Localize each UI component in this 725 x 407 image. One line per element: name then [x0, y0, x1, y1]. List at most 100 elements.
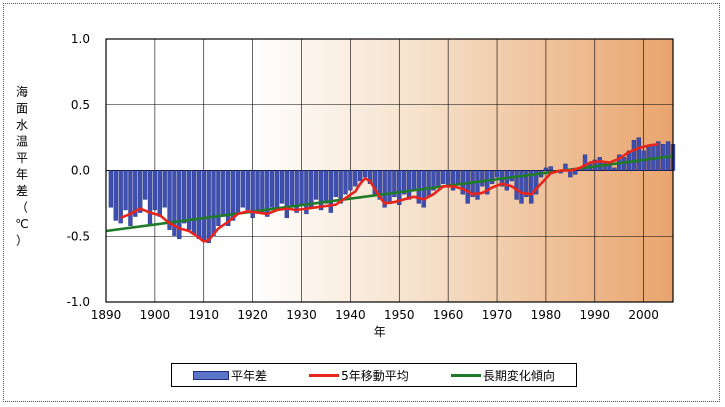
- anomaly-bar: [172, 170, 177, 237]
- anomaly-bar: [314, 170, 319, 200]
- anomaly-bar: [636, 137, 641, 171]
- anomaly-bar: [353, 170, 358, 187]
- anomaly-bar: [118, 170, 123, 224]
- anomaly-bar: [255, 170, 260, 211]
- anomaly-bar: [450, 170, 456, 191]
- chart-frame: 1.0 0.5 0.0 -0.5 -1.0 1890 1900 1910 1920 1930 19…: [3, 3, 720, 402]
- anomaly-bar: [656, 141, 661, 171]
- anomaly-bar: [543, 167, 549, 171]
- anomaly-bar: [333, 170, 338, 197]
- y-axis-title: 海面水温平年差 （ ℃ ）: [15, 84, 28, 248]
- anomaly-bar: [402, 170, 407, 195]
- anomaly-bar: [436, 170, 441, 187]
- x-tick-label: 1900: [140, 308, 171, 322]
- anomaly-bar: [162, 170, 167, 208]
- anomaly-bar: [245, 170, 250, 211]
- anomaly-bar: [504, 170, 509, 191]
- legend-green-line-swatch: [450, 373, 481, 377]
- y-tick-label: -0.5: [67, 229, 90, 243]
- legend-bar-swatch: [193, 370, 230, 380]
- anomaly-bar: [431, 170, 436, 191]
- legend-label-trend: 長期変化傾向: [482, 368, 555, 383]
- anomaly-bar: [612, 167, 617, 171]
- series-lines: [105, 142, 674, 243]
- y-tick-label: 1.0: [71, 32, 90, 46]
- y-axis-title-char: ）: [16, 234, 28, 248]
- anomaly-bar: [128, 170, 133, 226]
- anomaly-bar: [411, 170, 417, 191]
- y-axis-title-char: 平: [16, 151, 28, 165]
- legend-item-bars: 平年差: [193, 367, 267, 384]
- anomaly-bar: [260, 170, 265, 215]
- anomaly-bar: [446, 170, 451, 187]
- anomaly-bar: [475, 170, 480, 200]
- y-tick-label: 0.0: [71, 164, 90, 178]
- anomaly-bar: [113, 170, 118, 221]
- anomaly-bar: [362, 170, 368, 178]
- anomaly-bar: [348, 170, 353, 191]
- anomaly-bar: [382, 170, 387, 208]
- anomaly-bar: [123, 170, 128, 211]
- anomaly-bar: [309, 170, 314, 208]
- moving-average-line: [120, 142, 659, 243]
- anomaly-bar: [177, 170, 182, 240]
- anomaly-bar: [294, 170, 299, 213]
- anomaly-bar: [157, 170, 162, 217]
- y-tick-label: -1.0: [67, 295, 90, 309]
- x-tick-label: 1890: [91, 308, 122, 322]
- y-axis-title-char: （: [16, 201, 28, 215]
- anomaly-bar: [284, 170, 290, 219]
- legend-label-bars: 平年差: [231, 368, 268, 383]
- x-tick-label: 1920: [237, 308, 268, 322]
- anomaly-bar: [201, 170, 206, 242]
- anomaly-bar: [240, 170, 246, 208]
- x-axis-title: 年: [374, 325, 386, 339]
- legend-label-moving-average: 5年移動平均: [341, 368, 409, 383]
- y-axis-title-char: 差: [16, 184, 28, 198]
- x-tick-label: 1960: [433, 308, 464, 322]
- y-axis-title-char: 水: [16, 118, 28, 132]
- anomaly-bar: [343, 170, 348, 195]
- anomaly-bar: [426, 170, 431, 197]
- plot-border: [105, 38, 674, 303]
- anomaly-bar: [480, 170, 485, 187]
- y-axis-title-char: ℃: [15, 217, 28, 231]
- anomaly-bar: [250, 170, 255, 219]
- anomaly-bar: [299, 170, 304, 205]
- anomaly-bar: [397, 170, 402, 205]
- anomaly-bar: [489, 170, 495, 184]
- anomaly-bar: [573, 170, 578, 175]
- anomaly-bar: [367, 170, 373, 184]
- anomaly-bar: [216, 170, 221, 226]
- anomaly-bar: [270, 170, 275, 208]
- chart: 1.0 0.5 0.0 -0.5 -1.0 1890 1900 1910 1920 1930 19…: [15, 32, 676, 339]
- anomaly-bar: [196, 170, 202, 240]
- anomaly-bar: [494, 170, 500, 178]
- anomaly-bar: [406, 170, 412, 200]
- anomaly-bar: [338, 170, 343, 204]
- anomaly-bar: [392, 170, 397, 197]
- legend-item-moving-average: 5年移動平均: [309, 367, 409, 384]
- anomaly-bar: [358, 170, 363, 182]
- anomaly-bar: [597, 157, 602, 171]
- x-tick-label: 1980: [531, 308, 562, 322]
- anomaly-bar: [524, 170, 529, 197]
- anomaly-bar: [274, 170, 280, 211]
- anomaly-bar: [206, 170, 211, 244]
- anomaly-bar: [108, 170, 114, 208]
- anomaly-bar: [465, 170, 470, 204]
- x-tick-label: 1910: [188, 308, 219, 322]
- anomaly-bar: [631, 140, 637, 171]
- x-tick-label: 1990: [580, 308, 611, 322]
- anomaly-bar: [519, 170, 524, 204]
- anomaly-bar: [230, 170, 236, 221]
- anomaly-bar: [485, 170, 490, 195]
- anomaly-bar: [323, 170, 329, 204]
- anomaly-bar: [328, 170, 333, 213]
- anomaly-bar: [142, 170, 148, 200]
- anomaly-bar: [279, 170, 285, 204]
- y-axis-title-char: 海: [16, 84, 28, 99]
- anomaly-bar: [226, 170, 231, 226]
- legend-red-line-swatch: [309, 373, 340, 377]
- anomaly-bar: [191, 170, 197, 234]
